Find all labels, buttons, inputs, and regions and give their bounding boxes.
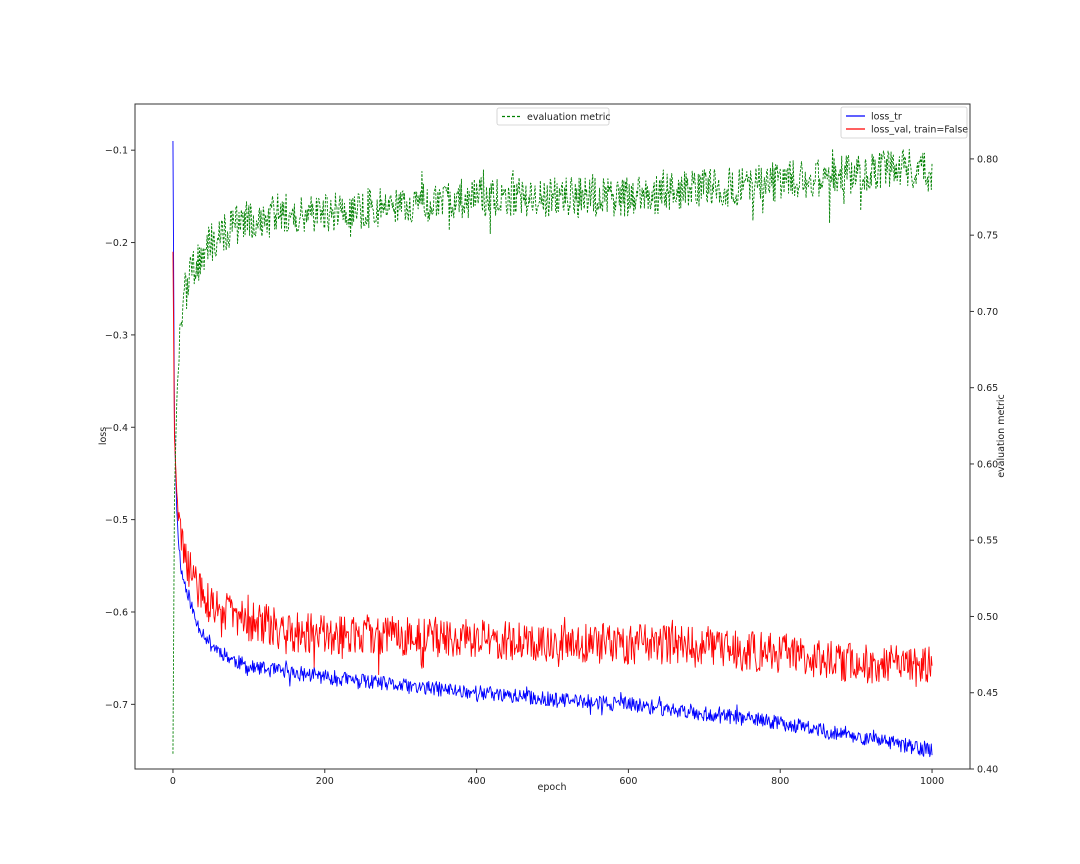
x-tick-label: 600 bbox=[619, 776, 637, 787]
y-tick-label: −0.5 bbox=[105, 515, 128, 526]
y-axis-label: loss bbox=[98, 427, 109, 445]
x-tick-label: 1000 bbox=[920, 776, 944, 787]
legend-metric: evaluation metric bbox=[496, 107, 611, 126]
y-tick-label: −0.4 bbox=[105, 423, 128, 434]
y2-tick-label: 0.65 bbox=[977, 383, 998, 394]
y2-tick-label: 0.75 bbox=[977, 231, 998, 242]
y2-tick-label: 0.45 bbox=[977, 688, 998, 699]
legend-loss-tr-label: loss_tr bbox=[871, 112, 902, 123]
legend-metric-label: evaluation metric bbox=[527, 112, 611, 123]
y2-tick-label: 0.40 bbox=[977, 765, 998, 776]
x-tick-label: 800 bbox=[771, 776, 789, 787]
y2-tick-label: 0.50 bbox=[977, 612, 998, 623]
y-tick-label: −0.6 bbox=[105, 607, 128, 618]
y-axis-right: 0.80 0.75 0.70 0.65 0.60 0.55 0.50 0.45 0.40 bbox=[970, 154, 998, 776]
legend-losses: loss_tr loss_val, train=False bbox=[840, 106, 968, 139]
y2-tick-label: 0.60 bbox=[977, 459, 998, 470]
legend-loss-val-label: loss_val, train=False bbox=[871, 125, 968, 136]
series-line-loss-val bbox=[172, 251, 933, 687]
y-tick-label: −0.7 bbox=[105, 700, 128, 711]
series-line-loss-tr bbox=[172, 140, 933, 758]
series-layer bbox=[172, 140, 933, 758]
y2-tick-label: 0.70 bbox=[977, 307, 998, 318]
x-axis-label: epoch bbox=[538, 782, 567, 793]
x-tick-label: 200 bbox=[316, 776, 334, 787]
x-tick-label: 0 bbox=[170, 776, 176, 787]
y2-tick-label: 0.80 bbox=[977, 154, 998, 165]
y-axis-left: −0.1 −0.2 −0.3 −0.4 −0.5 −0.6 −0.7 bbox=[105, 146, 135, 711]
plot-frame bbox=[134, 103, 971, 770]
y2-tick-label: 0.55 bbox=[977, 536, 998, 547]
x-tick-label: 400 bbox=[468, 776, 486, 787]
y2-axis-label: evaluation metric bbox=[996, 394, 1007, 478]
y-tick-label: −0.2 bbox=[105, 238, 128, 249]
series-line-eval-metric bbox=[172, 148, 933, 754]
x-axis: 0 200 400 600 800 1000 bbox=[170, 769, 944, 787]
y-tick-label: −0.1 bbox=[105, 146, 128, 157]
legend-metric-box bbox=[496, 107, 610, 126]
legend-losses-box bbox=[840, 106, 968, 139]
y-tick-label: −0.3 bbox=[105, 330, 128, 341]
